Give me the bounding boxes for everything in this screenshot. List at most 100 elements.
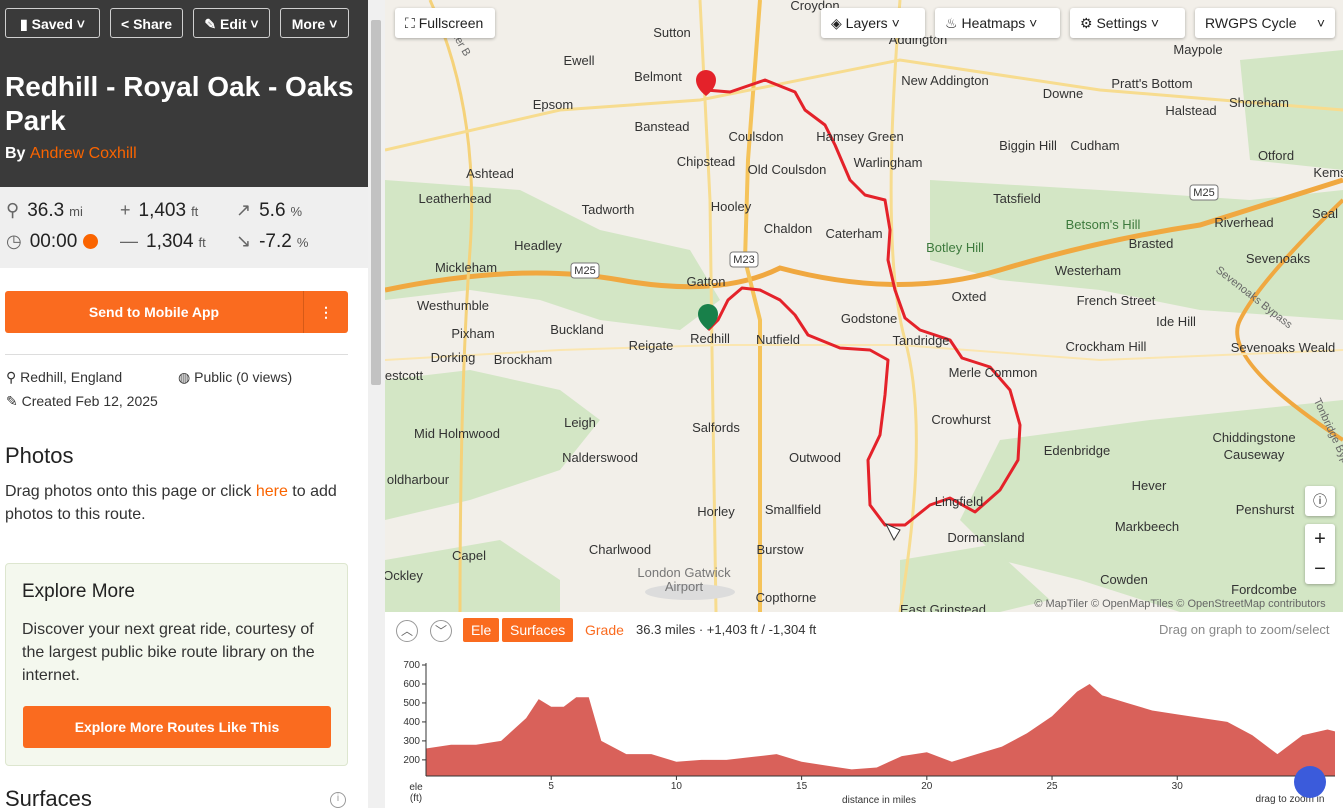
place-label: Tatsfield xyxy=(993,191,1041,206)
place-label: Crowhurst xyxy=(931,412,991,427)
place-label: Outwood xyxy=(789,450,841,465)
x-tick-label: 5 xyxy=(548,781,554,792)
location-text: Redhill, England xyxy=(20,369,123,385)
place-label: Buckland xyxy=(550,322,603,337)
value: 5.6 xyxy=(259,200,286,221)
style-select[interactable]: RWGPS Cycle ˅ xyxy=(1195,8,1335,38)
x-tick-label: 10 xyxy=(671,781,683,792)
stat-time: ◷ 00:00 xyxy=(6,231,99,253)
zoom-out[interactable]: − xyxy=(1314,558,1326,580)
elevation-chart[interactable]: 200 300 400 500 600 700 5 10 15 20 25 30 ele(ft) dist… xyxy=(385,612,1343,808)
place-label: Riverhead xyxy=(1214,215,1273,230)
ele-tab[interactable]: Ele xyxy=(463,618,500,642)
y-tick-label: 500 xyxy=(403,698,420,709)
explore-button[interactable]: Explore More Routes Like This xyxy=(23,706,331,748)
place-label: Chipstead xyxy=(677,154,736,169)
grade-tab[interactable]: Grade xyxy=(585,622,624,638)
here-link[interactable]: here xyxy=(255,483,288,500)
place-label: Pixham xyxy=(451,326,494,341)
place-label: Charlwood xyxy=(589,542,651,557)
place-label: Otford xyxy=(1258,148,1294,163)
send-to-mobile-button[interactable]: Send to Mobile App ⋮ xyxy=(5,291,348,333)
place-label: Cudham xyxy=(1070,138,1119,153)
text: Drag photos onto this page or click xyxy=(5,483,252,500)
place-label: Burstow xyxy=(757,542,805,557)
sidebar: ▮ Saved ˅ < Share ✎ Edit ˅ More ˅ Redhil… xyxy=(0,0,368,808)
zoom-control: + − xyxy=(1305,524,1335,584)
place-label: New Addington xyxy=(901,73,988,88)
explore-text: Discover your next great ride, courtesy … xyxy=(22,621,315,684)
woodland xyxy=(385,50,1343,612)
more-button[interactable]: More ˅ xyxy=(280,8,349,38)
time-toggle[interactable] xyxy=(83,234,99,250)
place-label: Betsom's Hill xyxy=(1066,217,1141,232)
place-label: Lingfield xyxy=(935,494,983,509)
start-marker[interactable] xyxy=(698,304,718,330)
place-label: Hooley xyxy=(711,199,752,214)
heatmaps-button[interactable]: ♨ Heatmaps ˅ xyxy=(935,8,1060,38)
place-label: estcott xyxy=(385,368,424,383)
button-label: Edit xyxy=(220,16,247,32)
road-shield xyxy=(570,262,600,279)
stat-gain: +1,403 ft xyxy=(120,200,199,221)
place-label: Banstead xyxy=(635,119,690,134)
photos-heading: Photos xyxy=(5,443,74,468)
airport xyxy=(645,584,735,600)
share-button[interactable]: < Share xyxy=(110,8,183,38)
unit: mi xyxy=(69,204,83,219)
author-link[interactable]: Andrew Coxhill xyxy=(29,145,137,162)
place-label: Kems xyxy=(1313,165,1343,180)
more-options[interactable]: ⋮ xyxy=(319,304,333,320)
place-label: Capel xyxy=(452,548,486,563)
place-label: London Gatwick xyxy=(637,565,731,580)
collapse-down[interactable]: ﹀ xyxy=(430,620,452,642)
elevation-summary: 36.3 miles · +1,403 ft / -1,304 ft xyxy=(636,622,817,637)
label: RWGPS Cycle xyxy=(1205,15,1297,31)
y-tick-label: 300 xyxy=(403,736,420,747)
place-label: Pratt's Bottom xyxy=(1111,76,1192,91)
unit: % xyxy=(290,204,303,219)
place-label: Sutton xyxy=(653,25,691,40)
place-label: Redhill xyxy=(690,331,730,346)
place-label: Markbeech xyxy=(1115,519,1179,534)
end-marker[interactable] xyxy=(696,70,716,96)
fullscreen-button[interactable]: ⛶ Fullscreen xyxy=(395,8,495,38)
scrollbar-thumb[interactable] xyxy=(371,20,381,385)
place-label: Warlingham xyxy=(854,155,923,170)
y-tick-label: 600 xyxy=(403,679,420,690)
elevation-hint: Drag on graph to zoom/select xyxy=(1159,622,1330,637)
explore-box: Explore More Discover your next great ri… xyxy=(5,563,348,766)
place-label: Reigate xyxy=(629,338,674,353)
place-label: Oxted xyxy=(952,289,987,304)
value: 00:00 xyxy=(29,231,78,252)
place-label: Ide Hill xyxy=(1156,314,1196,329)
edit-button[interactable]: ✎ Edit ˅ xyxy=(193,8,270,38)
road-label: M23 xyxy=(733,254,754,266)
map-info-button[interactable]: ⓘ xyxy=(1305,486,1335,516)
place-label: Copthorne xyxy=(756,590,817,605)
y-axis-unit: (ft) xyxy=(410,793,422,804)
button-label: Send to Mobile App xyxy=(88,304,220,320)
place-label: Gatton xyxy=(686,274,725,289)
place-label: Brasted xyxy=(1129,236,1174,251)
place-label: Fordcombe xyxy=(1231,582,1297,597)
surfaces-tab[interactable]: Surfaces xyxy=(502,618,574,642)
layers-button[interactable]: ◈ Layers ˅ xyxy=(821,8,925,38)
zoom-in[interactable]: + xyxy=(1314,528,1326,550)
place-label: Godstone xyxy=(841,311,897,326)
collapse-up[interactable]: ︿ xyxy=(396,620,418,642)
chat-button[interactable] xyxy=(1294,766,1326,798)
info-icon[interactable]: i xyxy=(330,792,346,808)
road-shield xyxy=(729,251,759,268)
saved-button[interactable]: ▮ Saved ˅ xyxy=(5,8,100,38)
place-label: Chaldon xyxy=(764,221,812,236)
place-label: oldharbour xyxy=(387,472,450,487)
place-label: Sevenoaks xyxy=(1246,251,1311,266)
road-label: M25 xyxy=(574,265,595,277)
settings-button[interactable]: ⚙ Settings ˅ xyxy=(1070,8,1185,38)
x-tick-label: 25 xyxy=(1046,781,1058,792)
direction-arrow xyxy=(884,523,901,542)
place-label: Seal xyxy=(1312,206,1338,221)
